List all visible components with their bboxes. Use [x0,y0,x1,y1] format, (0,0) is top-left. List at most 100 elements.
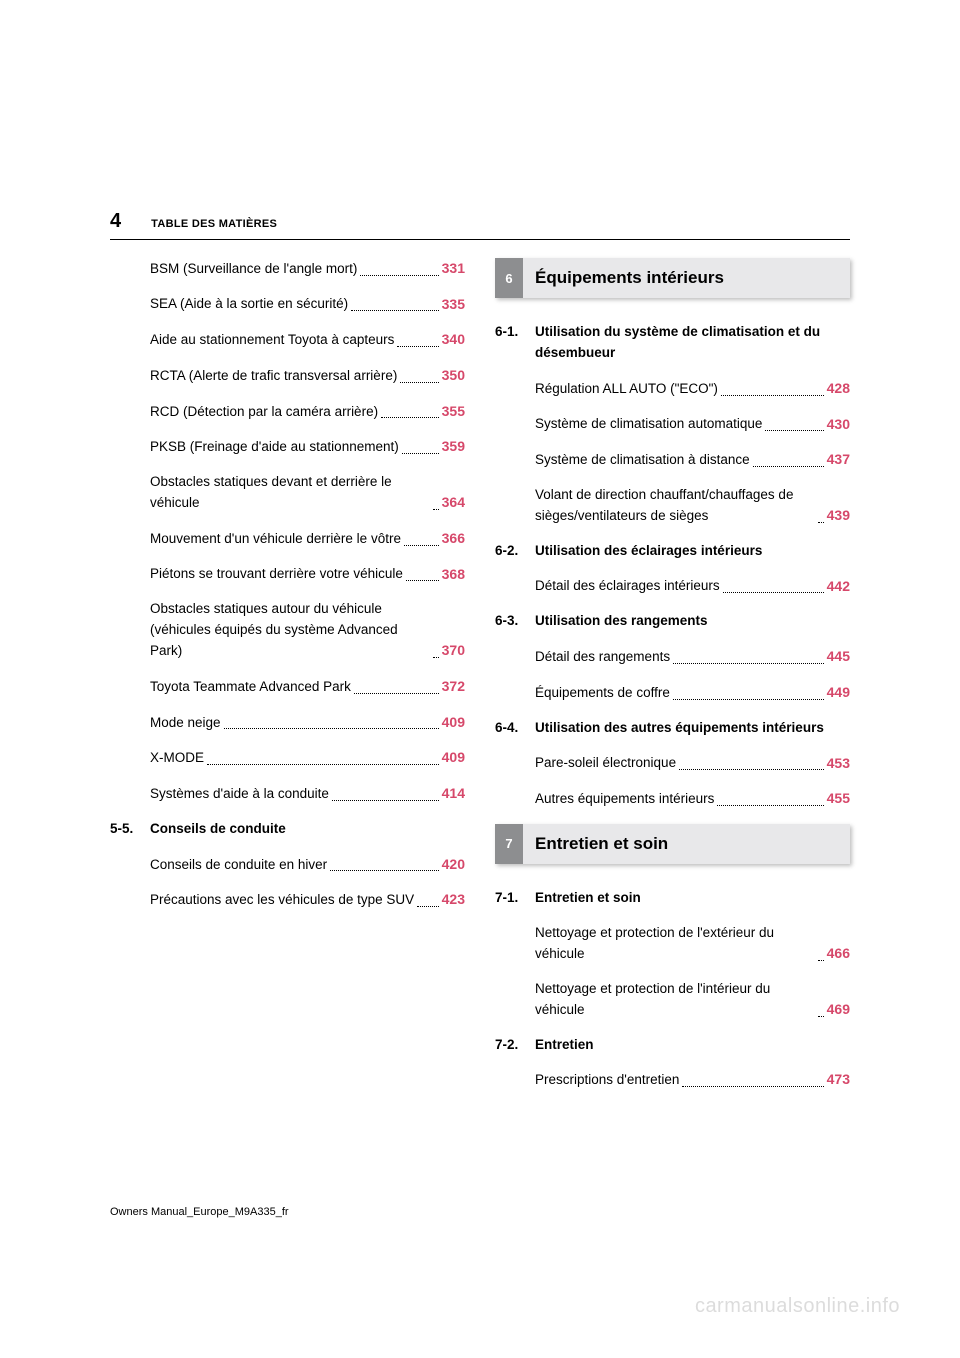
toc-dots [818,522,824,523]
toc-entry: Piétons se trouvant derrière votre véhic… [150,564,465,586]
toc-page: 331 [442,258,465,280]
toc-entry: Volant de direction chauffant/chauffages… [535,485,850,527]
toc-entry: Toyota Teammate Advanced Park 372 [150,676,465,698]
toc-page: 449 [827,682,850,704]
toc-dots [417,906,439,907]
toc-entry: Pare-soleil électronique 453 [535,753,850,775]
toc-text: Mouvement d'un véhicule derrière le vôtr… [150,529,401,550]
toc-dots [682,1086,823,1087]
toc-dots [406,580,439,581]
toc-entry: Mode neige 409 [150,712,465,734]
toc-text: Système de climatisation à distance [535,450,750,471]
toc-page: 355 [442,401,465,423]
section-title: Utilisation des autres équipements intér… [535,718,850,739]
toc-entry: Nettoyage et protection de l'extérieur d… [535,923,850,965]
toc-page: 409 [442,747,465,769]
toc-dots [723,592,824,593]
toc-page: 368 [442,564,465,586]
header-title: TABLE DES MATIÈRES [151,218,277,230]
toc-text: Conseils de conduite en hiver [150,855,327,876]
section-title: Conseils de conduite [150,819,465,840]
toc-text: Volant de direction chauffant/chauffages… [535,485,815,527]
toc-page: 445 [827,646,850,668]
toc-entry: RCTA (Alerte de trafic transversal arriè… [150,365,465,387]
toc-text: Obstacles statiques devant et derrière l… [150,472,430,514]
toc-page: 370 [442,640,465,662]
toc-page: 350 [442,365,465,387]
toc-page: 453 [827,753,850,775]
toc-entry: Obstacles statiques devant et derrière l… [150,472,465,514]
section-number: 6-4. [495,718,535,739]
toc-text: BSM (Surveillance de l'angle mort) [150,259,357,280]
section-heading: 5-5. Conseils de conduite [110,819,465,840]
toc-page: 414 [442,783,465,805]
toc-entry: Aide au stationnement Toyota à capteurs … [150,329,465,351]
toc-entry: Conseils de conduite en hiver 420 [150,854,465,876]
toc-dots [818,960,824,961]
section-number: 7-1. [495,888,535,909]
toc-entry: Prescriptions d'entretien 473 [535,1069,850,1091]
toc-entry: Système de climatisation automatique 430 [535,414,850,436]
toc-dots [753,466,824,467]
section-heading: 6-1. Utilisation du système de climatisa… [495,322,850,364]
toc-text: PKSB (Freinage d'aide au stationnement) [150,437,399,458]
toc-entry: Obstacles statiques autour du véhicule (… [150,599,465,662]
toc-text: Prescriptions d'entretien [535,1070,679,1091]
toc-entry: Mouvement d'un véhicule derrière le vôtr… [150,528,465,550]
toc-text: Détail des rangements [535,647,670,668]
chapter-bar: 7 Entretien et soin [495,824,850,864]
toc-text: Piétons se trouvant derrière votre véhic… [150,564,403,585]
toc-page: 437 [827,449,850,471]
toc-dots [397,346,438,347]
toc-text: RCD (Détection par la caméra arrière) [150,402,378,423]
section-title: Utilisation des éclairages intérieurs [535,541,850,562]
section-title: Entretien [535,1035,850,1056]
toc-entry: Nettoyage et protection de l'intérieur d… [535,979,850,1021]
section-number: 5-5. [110,819,150,840]
toc-text: Toyota Teammate Advanced Park [150,677,351,698]
toc-dots [433,657,439,658]
section-number: 6-3. [495,611,535,632]
toc-dots [330,870,439,871]
toc-dots [433,509,439,510]
toc-page: 466 [827,943,850,965]
toc-dots [673,699,824,700]
toc-text: Aide au stationnement Toyota à capteurs [150,330,394,351]
toc-entry: Détail des éclairages intérieurs 442 [535,576,850,598]
toc-entry: Régulation ALL AUTO ("ECO") 428 [535,378,850,400]
toc-page: 428 [827,378,850,400]
toc-entry: Équipements de coffre 449 [535,682,850,704]
toc-entry: Systèmes d'aide à la conduite 414 [150,783,465,805]
toc-dots [717,805,823,806]
section-title: Utilisation du système de climatisation … [535,322,850,364]
toc-text: Régulation ALL AUTO ("ECO") [535,379,718,400]
toc-entry: Autres équipements intérieurs 455 [535,788,850,810]
toc-entry: X-MODE 409 [150,747,465,769]
toc-page: 372 [442,676,465,698]
section-heading: 6-4. Utilisation des autres équipements … [495,718,850,739]
toc-text: SEA (Aide à la sortie en sécurité) [150,294,348,315]
toc-page: 442 [827,576,850,598]
toc-text: Nettoyage et protection de l'extérieur d… [535,923,815,965]
toc-dots [673,663,824,664]
section-number: 6-2. [495,541,535,562]
toc-text: Détail des éclairages intérieurs [535,576,720,597]
toc-page: 364 [442,492,465,514]
toc-dots [351,310,439,311]
chapter-bar: 6 Équipements intérieurs [495,258,850,298]
chapter-title: Entretien et soin [523,824,850,864]
toc-page: 420 [442,854,465,876]
toc-text: Système de climatisation automatique [535,414,762,435]
toc-page: 473 [827,1069,850,1091]
toc-dots [721,395,824,396]
toc-text: Équipements de coffre [535,683,670,704]
toc-page: 335 [442,294,465,316]
toc-dots [679,769,824,770]
toc-entry: RCD (Détection par la caméra arrière) 35… [150,401,465,423]
toc-page: 430 [827,414,850,436]
toc-text: Autres équipements intérieurs [535,789,714,810]
toc-text: Mode neige [150,713,221,734]
section-heading: 6-3. Utilisation des rangements [495,611,850,632]
toc-text: Systèmes d'aide à la conduite [150,784,329,805]
toc-page: 340 [442,329,465,351]
